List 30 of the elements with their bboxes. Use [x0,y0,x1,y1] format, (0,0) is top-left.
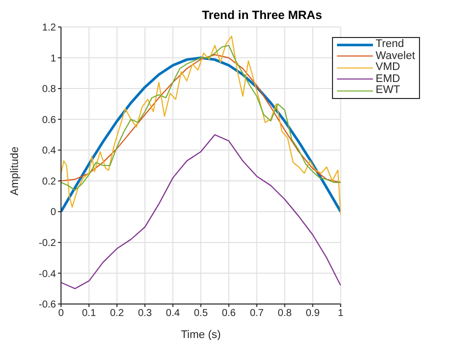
y-tick-label: 1.2 [42,22,56,34]
legend-label: Wavelet [376,50,415,62]
y-tick-label: 0 [50,207,56,218]
x-tick-label: 0.1 [82,308,96,320]
x-tick-label: 0.6 [222,308,236,320]
y-tick-label: -0.4 [38,268,56,280]
x-tick-label: 0.2 [110,308,124,320]
x-tick-label: 0 [58,308,64,320]
legend-label: EWT [376,84,400,96]
x-axis-title: Time (s) [180,329,221,341]
y-tick-label: -0.6 [38,300,56,311]
y-tick-label: 0.8 [42,84,56,96]
y-tick-label: 0.6 [42,114,56,126]
x-tick-label: 0.4 [166,308,180,320]
x-tick-label: 0.3 [138,308,152,320]
x-tick-label: 1 [338,308,344,320]
legend-label: EMD [376,72,400,85]
line-series [61,134,341,290]
y-tick-label: 0.2 [42,176,56,188]
x-tick-label: 0.7 [250,308,264,320]
legend-label: Trend [376,38,404,50]
y-tick-label: 1 [50,53,56,64]
chart-title: Trend in Three MRAs [200,8,324,22]
y-tick-label: 0.4 [42,146,56,157]
x-tick-label: 0.5 [194,308,208,320]
y-axis-title: Amplitude [8,146,21,196]
legend-label: VMD [376,61,400,74]
y-tick-label: -0.2 [38,238,56,249]
x-tick-label: 0.8 [278,308,292,320]
x-tick-label: 0.9 [306,308,320,320]
